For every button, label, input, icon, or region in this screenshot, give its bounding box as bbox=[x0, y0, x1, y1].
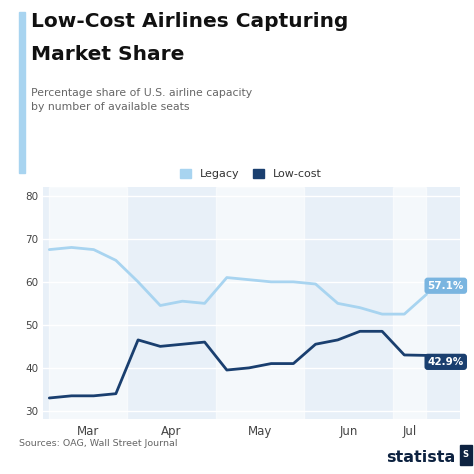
Bar bbox=[19, 12, 25, 173]
Text: 57.1%: 57.1% bbox=[428, 281, 464, 291]
Bar bbox=[49, 187, 127, 419]
Text: Sources: OAG, Wall Street Journal: Sources: OAG, Wall Street Journal bbox=[19, 439, 177, 448]
Text: Market Share: Market Share bbox=[31, 45, 184, 64]
Legend: Legacy, Low-cost: Legacy, Low-cost bbox=[180, 169, 322, 180]
Bar bbox=[216, 187, 304, 419]
Text: Low-Cost Airlines Capturing: Low-Cost Airlines Capturing bbox=[31, 12, 348, 31]
Bar bbox=[460, 445, 472, 465]
Text: S: S bbox=[463, 450, 469, 459]
Text: Percentage share of U.S. airline capacity
by number of available seats: Percentage share of U.S. airline capacit… bbox=[31, 88, 252, 112]
Text: statista: statista bbox=[386, 449, 455, 465]
Text: 42.9%: 42.9% bbox=[428, 357, 464, 367]
Bar bbox=[393, 187, 427, 419]
